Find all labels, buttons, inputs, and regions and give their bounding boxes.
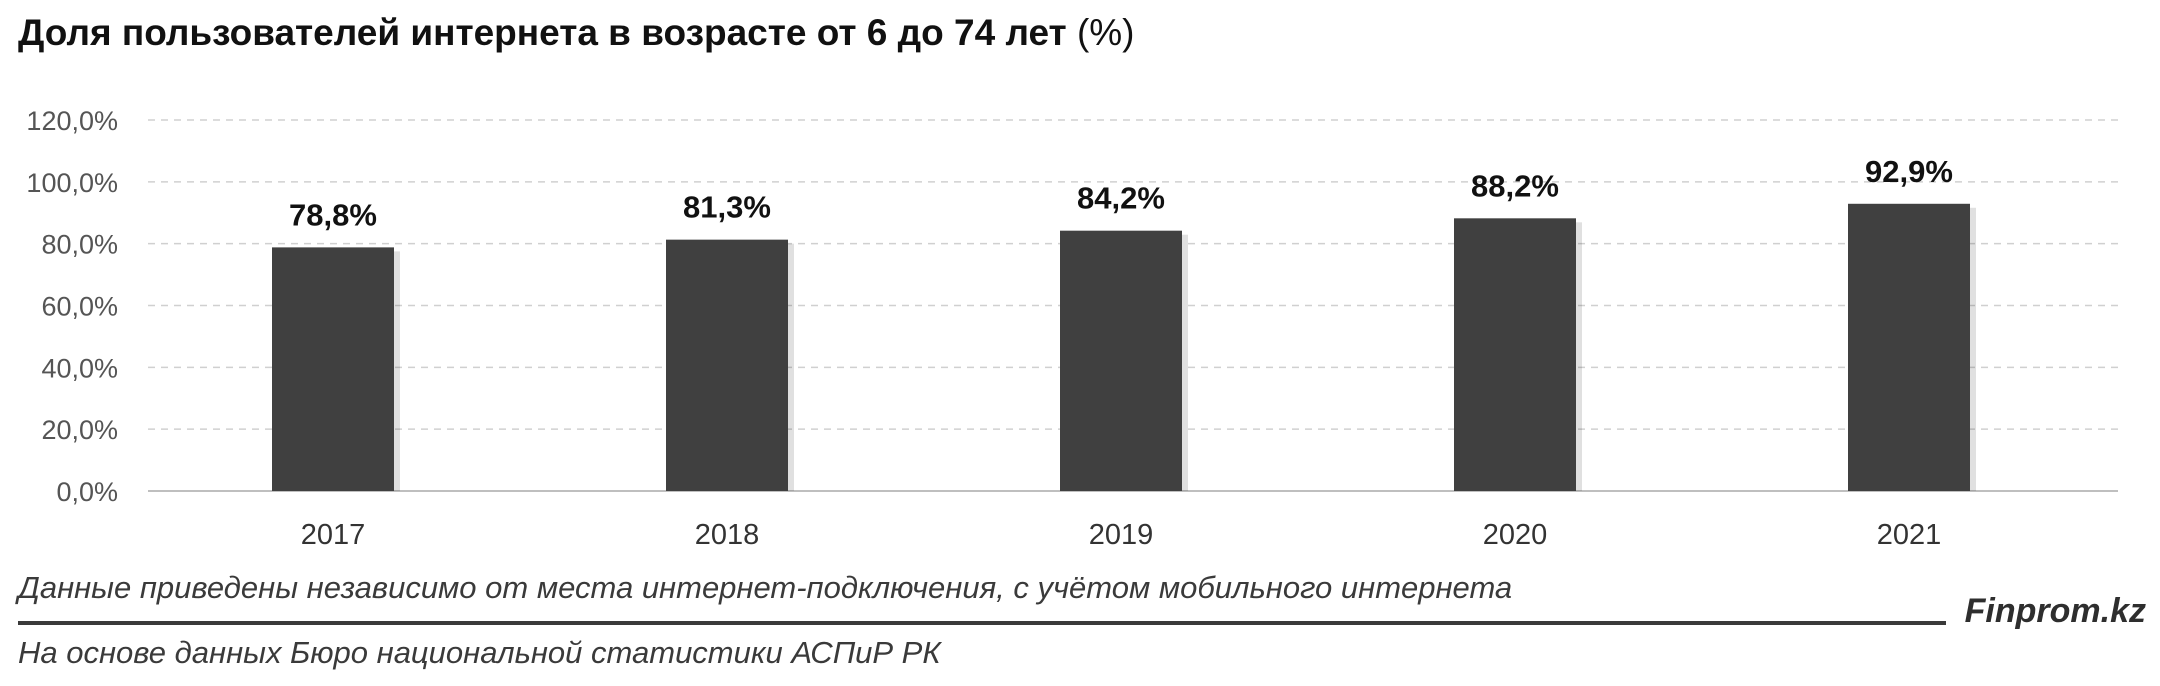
y-tick-label: 40,0% [41, 353, 118, 383]
y-tick-label: 100,0% [26, 168, 118, 198]
bar-2018 [666, 239, 788, 491]
x-tick-label: 2017 [301, 519, 366, 551]
y-tick-label: 120,0% [26, 106, 118, 136]
data-label: 92,9% [1865, 154, 1953, 189]
data-label: 88,2% [1471, 168, 1559, 203]
data-label: 84,2% [1077, 181, 1165, 216]
x-tick-label: 2021 [1877, 519, 1942, 551]
x-tick-label: 2018 [695, 519, 760, 551]
y-tick-label: 80,0% [41, 230, 118, 260]
y-tick-label: 60,0% [41, 292, 118, 322]
chart-title-unit: (%) [1076, 12, 1135, 53]
bar-2017 [272, 247, 394, 491]
chart-title-main: Доля пользователей интернета в возрасте … [18, 12, 1067, 53]
y-tick-label: 0,0% [56, 477, 118, 507]
y-axis-tick-labels: 0,0% 20,0% 40,0% 60,0% 80,0% 100,0% 120,0% [26, 106, 118, 507]
x-axis-tick-labels: 2017 2018 2019 2020 2021 [301, 519, 1942, 551]
bars [272, 203, 1976, 491]
bar-chart: 0,0% 20,0% 40,0% 60,0% 80,0% 100,0% 120,0% 78,… [26, 106, 2118, 551]
x-tick-label: 2020 [1483, 519, 1548, 551]
bar-2021 [1848, 203, 1970, 491]
data-label: 81,3% [683, 190, 771, 225]
data-label: 78,8% [289, 197, 377, 232]
x-tick-label: 2019 [1089, 519, 1154, 551]
bar-2019 [1060, 230, 1182, 491]
data-labels: 78,8% 81,3% 84,2% 88,2% 92,9% [289, 154, 1953, 233]
brand-logo-text: Finprom.kz [1964, 592, 2146, 630]
divider-line [18, 621, 1946, 625]
y-tick-label: 20,0% [41, 415, 118, 445]
chart-title: Доля пользователей интернета в возрасте … [18, 12, 1135, 54]
footnote: Данные приведены независимо от места инт… [18, 570, 1513, 605]
source-note: На основе данных Бюро национальной стати… [18, 635, 941, 670]
bar-2020 [1454, 218, 1576, 491]
